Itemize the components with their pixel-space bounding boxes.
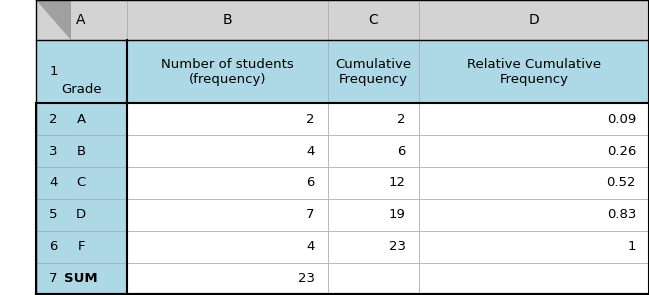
Bar <box>419 40 649 103</box>
Bar <box>127 40 328 103</box>
Text: F: F <box>77 240 85 253</box>
Text: Number of students
(frequency): Number of students (frequency) <box>161 58 293 86</box>
Bar <box>36 231 71 263</box>
Bar <box>328 199 419 231</box>
Bar <box>36 103 127 135</box>
Bar <box>328 135 419 167</box>
Bar <box>328 167 419 199</box>
Text: 7: 7 <box>49 272 58 285</box>
Text: 3: 3 <box>49 145 58 158</box>
Bar <box>36 0 127 40</box>
Text: 7: 7 <box>306 208 315 221</box>
Text: D: D <box>76 208 86 221</box>
Polygon shape <box>36 0 71 40</box>
Text: B: B <box>77 145 86 158</box>
Text: B: B <box>223 13 232 27</box>
Text: 0.83: 0.83 <box>607 208 636 221</box>
Text: Relative Cumulative
Frequency: Relative Cumulative Frequency <box>467 58 601 86</box>
Bar <box>36 167 71 199</box>
Text: 0.52: 0.52 <box>607 176 636 189</box>
Bar <box>127 231 328 263</box>
Bar <box>36 135 127 167</box>
Bar <box>419 199 649 231</box>
Bar <box>36 135 71 167</box>
Bar <box>328 231 419 263</box>
Text: 23: 23 <box>298 272 315 285</box>
Text: 2: 2 <box>306 113 315 126</box>
Text: 6: 6 <box>397 145 406 158</box>
Bar <box>36 0 71 40</box>
Text: 1: 1 <box>49 65 58 78</box>
Text: 4: 4 <box>306 145 315 158</box>
Text: Cumulative
Frequency: Cumulative Frequency <box>335 58 411 86</box>
Bar <box>328 40 419 103</box>
Bar <box>127 0 328 40</box>
Text: 4: 4 <box>306 240 315 253</box>
Bar <box>36 199 71 231</box>
Bar <box>127 199 328 231</box>
Text: 1: 1 <box>628 240 636 253</box>
Bar <box>419 231 649 263</box>
Bar <box>36 167 127 199</box>
Bar <box>36 263 127 294</box>
Text: 0.09: 0.09 <box>607 113 636 126</box>
Text: 5: 5 <box>49 208 58 221</box>
Bar <box>36 0 71 40</box>
Text: C: C <box>368 13 378 27</box>
Text: 2: 2 <box>49 113 58 126</box>
Bar <box>36 199 127 231</box>
Text: D: D <box>528 13 539 27</box>
Bar <box>36 231 127 263</box>
Bar <box>419 135 649 167</box>
Text: 23: 23 <box>389 240 406 253</box>
Text: A: A <box>77 113 86 126</box>
Text: 12: 12 <box>389 176 406 189</box>
Bar <box>36 103 71 135</box>
Text: 0.26: 0.26 <box>607 145 636 158</box>
Text: 6: 6 <box>306 176 315 189</box>
Bar <box>419 103 649 135</box>
Text: A: A <box>77 13 86 27</box>
Bar <box>419 167 649 199</box>
Text: Grade: Grade <box>61 83 101 96</box>
Bar <box>328 103 419 135</box>
Bar <box>36 40 71 103</box>
Bar <box>419 263 649 294</box>
Text: 6: 6 <box>49 240 58 253</box>
Bar <box>127 135 328 167</box>
Bar <box>328 0 419 40</box>
Bar <box>328 263 419 294</box>
Text: C: C <box>77 176 86 189</box>
Text: SUM: SUM <box>64 272 98 285</box>
Bar <box>127 103 328 135</box>
Text: 4: 4 <box>49 176 58 189</box>
Bar <box>36 263 71 294</box>
Bar <box>127 263 328 294</box>
Text: 19: 19 <box>389 208 406 221</box>
Bar <box>419 0 649 40</box>
Text: 2: 2 <box>397 113 406 126</box>
Bar <box>127 167 328 199</box>
Bar <box>36 40 127 103</box>
